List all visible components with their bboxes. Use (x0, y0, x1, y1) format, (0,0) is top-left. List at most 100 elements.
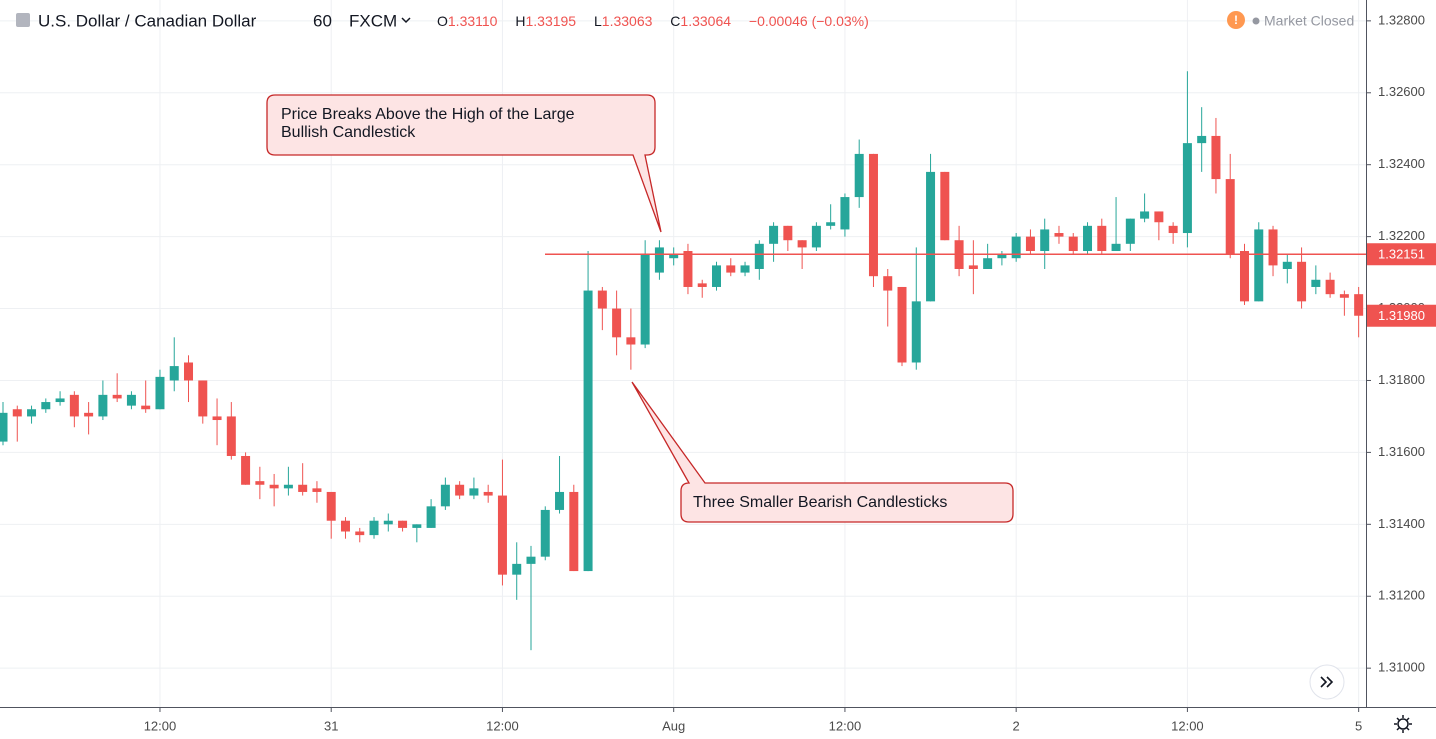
callout-text: Three Smaller Bearish Candlesticks (693, 494, 947, 511)
candle-body (840, 197, 850, 230)
candle-body (340, 520, 350, 532)
candle-body (355, 531, 365, 536)
candle-body (940, 171, 950, 241)
candle-body (1011, 236, 1021, 259)
candle-body (769, 225, 779, 244)
symbol-icon (16, 13, 30, 27)
market-status: Market Closed (1264, 13, 1354, 29)
candle-body (569, 491, 579, 572)
candle-body (797, 240, 807, 248)
settings-button[interactable] (1394, 715, 1412, 733)
x-tick-label: 5 (1355, 718, 1362, 733)
candle-body (926, 171, 936, 302)
candle-body (298, 484, 308, 492)
candle-body (1068, 236, 1078, 252)
candle-body (469, 488, 479, 496)
candle-body (1140, 211, 1150, 219)
y-tick-label: 1.32600 (1378, 84, 1425, 99)
y-tick-label: 1.31000 (1378, 660, 1425, 675)
y-tick-label: 1.32800 (1378, 12, 1425, 27)
gear-icon[interactable] (1397, 718, 1409, 730)
y-tick-label: 1.32200 (1378, 228, 1425, 243)
source[interactable]: FXCM (349, 11, 397, 30)
candle-body (241, 455, 251, 485)
candle-body (383, 520, 393, 525)
candle-body (597, 290, 607, 309)
header: U.S. Dollar / Canadian Dollar 60 FXCM O1… (16, 11, 1354, 30)
candle-body (1083, 225, 1093, 252)
hline-price-label: 1.32151 (1378, 247, 1425, 262)
candle-body (669, 254, 679, 259)
candle-body (126, 394, 136, 406)
candle-body (626, 337, 636, 345)
scroll-button[interactable] (1309, 664, 1345, 700)
change: −0.00046 (−0.03%) (749, 13, 869, 29)
candle-body (540, 509, 550, 557)
warning-mark: ! (1234, 13, 1238, 27)
candle-body (1325, 279, 1335, 295)
candle-body (783, 225, 793, 241)
candle-body (255, 481, 265, 485)
x-tick-label: 12:00 (486, 718, 519, 733)
candle-body (697, 283, 707, 287)
source-chevron[interactable] (401, 17, 411, 24)
candle-body (184, 362, 194, 381)
ohlc-label: O (437, 13, 448, 29)
ohlc-label: L (594, 13, 602, 29)
candle-body (27, 409, 37, 417)
candle-body (1168, 225, 1178, 234)
candle-body (69, 394, 79, 417)
warning-icon[interactable] (1227, 11, 1245, 29)
interval[interactable]: 60 (313, 11, 332, 30)
candle-body (526, 556, 536, 564)
candle-body (1239, 251, 1249, 302)
ohlc-value: 1.33195 (525, 13, 576, 29)
candle-body (997, 254, 1007, 259)
x-tick-label: 31 (324, 718, 338, 733)
candle-body (983, 258, 993, 269)
callout-text: Price Breaks Above the High of the Large (281, 106, 575, 123)
y-tick-label: 1.31400 (1378, 516, 1425, 531)
candle-body (740, 265, 750, 273)
candle-body (654, 247, 664, 273)
candle-body (726, 265, 736, 273)
candle-body (84, 412, 94, 417)
candle-body (226, 416, 236, 456)
x-tick-label: 12:00 (144, 718, 177, 733)
candle-body (1268, 229, 1278, 266)
candle-body (497, 495, 507, 575)
candle-body (640, 254, 650, 345)
candle-body (283, 484, 293, 489)
ohlc-legend: O1.33110 H1.33195 L1.33063 C1.33064 −0.0… (437, 13, 869, 29)
y-tick-label: 1.31600 (1378, 444, 1425, 459)
candle-body (1354, 294, 1364, 316)
candle-body (854, 153, 864, 198)
candle-body (426, 506, 436, 528)
candle-body (1182, 143, 1192, 234)
candle-body (883, 276, 893, 291)
ohlc-value: 1.33063 (602, 13, 653, 29)
candle-body (212, 416, 222, 421)
scroll-icon (1320, 676, 1334, 688)
symbol[interactable]: U.S. Dollar / Canadian Dollar (38, 11, 257, 30)
candle-body (369, 520, 379, 536)
candle-body (968, 265, 978, 269)
candle-body (1125, 218, 1135, 244)
x-tick-label: 12:00 (829, 718, 862, 733)
candle-body (12, 409, 22, 417)
candle-body (1339, 294, 1349, 298)
candle-body (1154, 211, 1164, 223)
candle-body (826, 222, 836, 226)
y-tick-label: 1.31200 (1378, 588, 1425, 603)
candle-body (712, 265, 721, 287)
callout: Price Breaks Above the High of the Large… (266, 94, 662, 233)
callout: Three Smaller Bearish Candlesticks (631, 381, 1014, 523)
candle-body (41, 402, 51, 410)
candle-body (483, 491, 493, 496)
candle-body (1097, 225, 1107, 252)
x-tick-label: 12:00 (1171, 718, 1204, 733)
candle-body (683, 251, 693, 287)
x-tick-label: 2 (1013, 718, 1020, 733)
